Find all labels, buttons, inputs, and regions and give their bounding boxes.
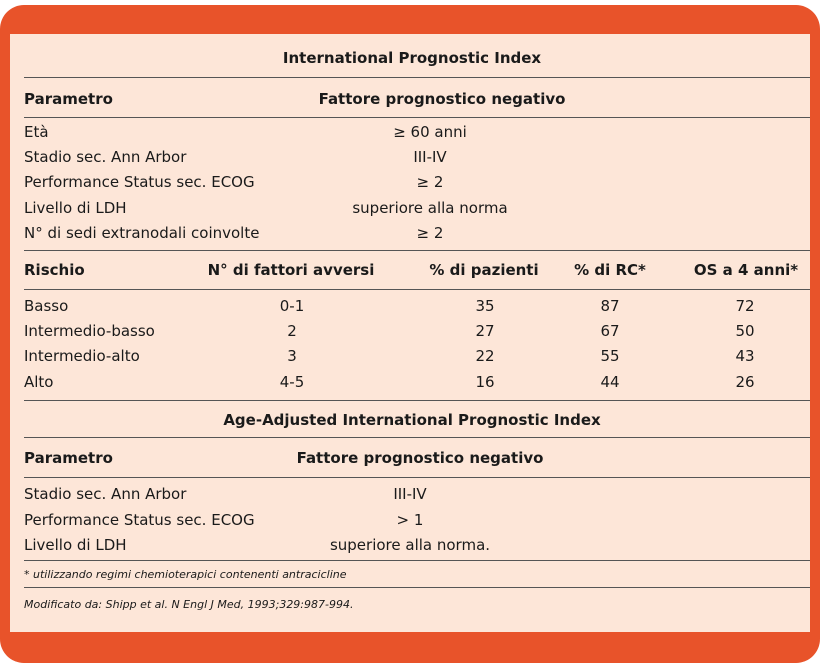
aaipi-row-factor: III-IV [393,485,427,503]
risk-row-fattori: 2 [287,322,297,340]
risk-row-rischio: Basso [24,297,69,315]
risk-row-rc: 44 [600,373,620,391]
aaipi-row-factor: > 1 [396,511,424,529]
ipi-row-factor: III-IV [413,148,447,166]
risk-row-pazienti: 27 [475,322,495,340]
risk-row-os: 72 [735,297,755,315]
ipi-row-factor: superiore alla norma [352,199,508,217]
risk-row-rc: 87 [600,297,620,315]
risk-row-rischio: Intermedio-basso [24,322,155,340]
risk-row-rischio: Intermedio-alto [24,347,140,365]
risk-row-rischio: Alto [24,373,54,391]
divider [24,117,810,118]
risk-row-fattori: 3 [287,347,297,365]
divider [24,437,810,438]
ipi-header-param: Parametro [24,90,113,108]
risk-row-pazienti: 22 [475,347,495,365]
risk-header-rischio: Rischio [24,261,85,279]
risk-row-fattori: 4-5 [279,373,305,391]
risk-header-rc: % di RC* [574,261,646,279]
ipi-row-param: Età [24,123,49,141]
risk-row-rc: 67 [600,322,620,340]
ipi-row-param: Performance Status sec. ECOG [24,173,255,191]
aaipi-title: Age-Adjusted International Prognostic In… [223,411,601,429]
risk-row-pazienti: 35 [475,297,495,315]
aaipi-header-param: Parametro [24,449,113,467]
divider [24,400,810,401]
risk-row-os: 26 [735,373,755,391]
risk-row-os: 43 [735,347,755,365]
source-note: Modificato da: Shipp et al. N Engl J Med… [24,598,354,611]
ipi-row-param: N° di sedi extranodali coinvolte [24,224,260,242]
aaipi-row-param: Performance Status sec. ECOG [24,511,255,529]
ipi-row-factor: ≥ 2 [416,173,444,191]
divider [24,250,810,251]
ipi-header-factor: Fattore prognostico negativo [318,90,566,108]
divider [24,477,810,478]
aaipi-header-factor: Fattore prognostico negativo [296,449,544,467]
footnote: * utilizzando regimi chemioterapici cont… [24,568,347,581]
risk-header-fattori: N° di fattori avversi [207,261,375,279]
divider [24,587,810,588]
risk-header-os: OS a 4 anni* [693,261,799,279]
ipi-row-param: Stadio sec. Ann Arbor [24,148,187,166]
risk-header-pazienti: % di pazienti [429,261,539,279]
risk-row-rc: 55 [600,347,620,365]
aaipi-row-factor: superiore alla norma. [329,536,491,554]
risk-row-pazienti: 16 [475,373,495,391]
ipi-row-factor: ≥ 2 [416,224,444,242]
aaipi-row-param: Stadio sec. Ann Arbor [24,485,187,503]
table-panel: International Prognostic Index Parametro… [10,34,810,632]
divider [24,289,810,290]
risk-row-fattori: 0-1 [279,297,305,315]
ipi-title: International Prognostic Index [282,49,542,67]
risk-row-os: 50 [735,322,755,340]
aaipi-row-param: Livello di LDH [24,536,127,554]
divider [24,77,810,78]
ipi-row-param: Livello di LDH [24,199,127,217]
ipi-row-factor: ≥ 60 anni [393,123,467,141]
divider [24,560,810,561]
